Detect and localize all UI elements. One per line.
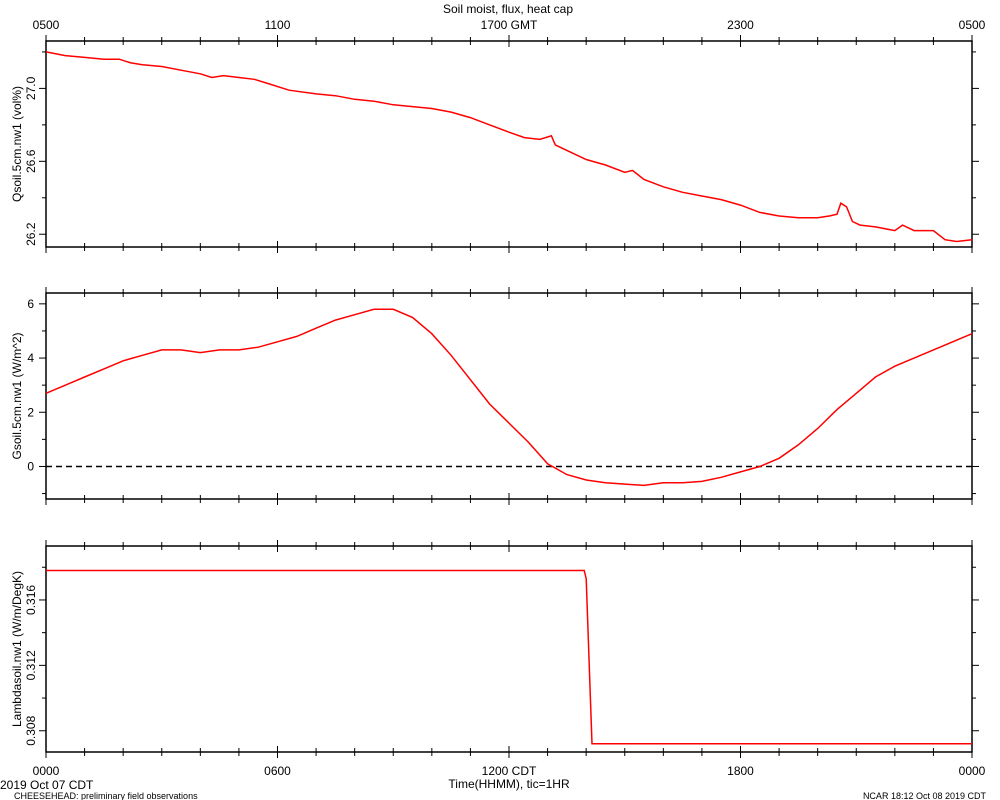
series-line-2 (46, 569, 972, 745)
bottom-tick-label: 0600 (264, 764, 291, 778)
y-tick-label: 6 (27, 297, 34, 311)
start-date-label: 2019 Oct 07 CDT (0, 778, 94, 792)
x-axis-label: Time(HHMM), tic=1HR (448, 777, 570, 791)
bottom-tick-label: 1800 (727, 764, 754, 778)
top-tick-label: 1100 (265, 18, 291, 32)
y-tick-label: 0.312 (24, 650, 38, 680)
bottom-tick-label: 1200 CDT (482, 764, 537, 778)
y-axis-label: Lambdasoil.nw1 (W/m/DegK) (10, 571, 24, 727)
y-tick-label: 2 (27, 405, 34, 419)
y-tick-label: 27.0 (24, 76, 38, 100)
y-tick-label: 0.308 (24, 715, 38, 745)
y-axis-label: Gsoil.5cm.nw1 (W/m^2) (10, 333, 24, 460)
bottom-tick-label: 0000 (959, 764, 986, 778)
series-line-1 (45, 308, 973, 487)
footer-right: NCAR 18:12 Oct 08 2019 CDT (863, 791, 987, 800)
bottom-tick-label: 0000 (33, 764, 60, 778)
panel-frame-2 (45, 545, 973, 753)
y-tick-label: 0.316 (24, 585, 38, 615)
y-axis-label: Qsoil.5cm.nw1 (vol%) (10, 86, 24, 202)
chart-title: Soil moist, flux, heat cap (443, 2, 573, 16)
y-tick-label: 0 (27, 459, 34, 473)
y-tick-label: 26.2 (24, 222, 38, 246)
y-tick-label: 26.6 (24, 149, 38, 173)
footer-left: CHEESEHEAD: preliminary field observatio… (14, 791, 198, 800)
top-tick-label: 2300 (727, 18, 754, 32)
panel-frame-1 (45, 292, 973, 500)
top-tick-label: 0500 (959, 18, 986, 32)
panel-frame-0 (45, 40, 973, 248)
top-tick-label: 1700 GMT (481, 18, 538, 32)
y-tick-label: 4 (27, 351, 34, 365)
top-tick-label: 0500 (33, 18, 60, 32)
series-line-0 (45, 51, 973, 243)
